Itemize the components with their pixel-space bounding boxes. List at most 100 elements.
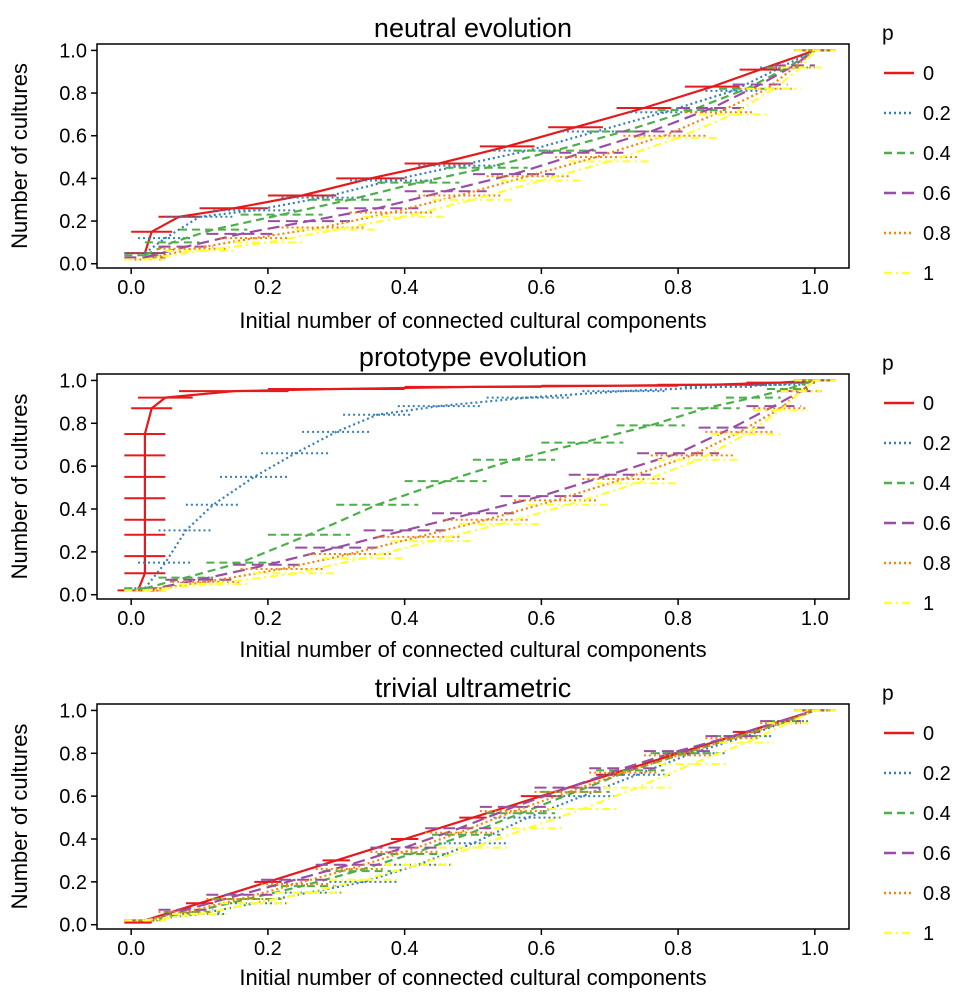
series-line — [144, 379, 816, 592]
legend-title: p — [882, 22, 894, 45]
legend-label: 0.4 — [923, 473, 951, 495]
series-line — [144, 49, 816, 261]
legend: p 0 0.2 0.4 0.6 0.8 1 — [882, 682, 951, 945]
y-axis-label: Number of cultures — [7, 63, 32, 249]
axes-frame — [96, 703, 850, 930]
legend-label: 0 — [923, 723, 934, 745]
legend-label: 0 — [923, 393, 934, 415]
series-p-0 — [124, 49, 836, 255]
legend-label: 0.6 — [923, 513, 951, 535]
series-line — [144, 379, 816, 590]
series-p-0 — [117, 379, 836, 592]
y-tick-label: 0.6 — [59, 456, 87, 478]
series-p-0_6 — [124, 379, 836, 592]
panel-title: neutral evolution — [374, 13, 572, 43]
y-tick-label: 0.6 — [59, 786, 87, 808]
series-p-1 — [124, 709, 836, 922]
x-tick-label: 0.0 — [117, 938, 145, 960]
legend-label: 0.8 — [923, 883, 951, 905]
series-line — [144, 379, 815, 589]
legend-label: 0.2 — [923, 763, 951, 785]
x-tick-label: 0.2 — [254, 277, 282, 299]
panel-2: prototype evolution 0.0 0.2 0.4 0.6 0.8 1.0 0.0… — [7, 342, 951, 662]
series-line — [144, 379, 816, 592]
panel-title: prototype evolution — [359, 342, 587, 372]
panel-1: neutral evolution 0.0 0.2 0.4 0.6 0.8 1.0 0.0 0.… — [7, 13, 951, 333]
legend-label: 0.4 — [923, 803, 951, 825]
series-p-0_4 — [124, 379, 836, 590]
y-tick-label: 1.0 — [59, 700, 87, 722]
x-tick-label: 0.0 — [117, 277, 145, 299]
y-tick-label: 0.8 — [59, 413, 87, 435]
x-axis-label: Initial number of connected cultural com… — [239, 637, 706, 662]
legend-label: 0.2 — [923, 433, 951, 455]
x-tick-label: 0.6 — [527, 938, 555, 960]
y-tick-label: 0.8 — [59, 743, 87, 765]
y-tick-label: 0.2 — [59, 872, 87, 894]
x-tick-label: 1.0 — [801, 277, 829, 299]
legend-label: 0.2 — [923, 103, 951, 125]
x-tick-label: 1.0 — [801, 608, 829, 630]
legend: p 0 0.2 0.4 0.6 0.8 1 — [882, 352, 951, 615]
x-tick-label: 0.2 — [254, 938, 282, 960]
x-tick-label: 0.2 — [254, 608, 282, 630]
legend-label: 0.4 — [923, 143, 951, 165]
series-line — [144, 49, 816, 259]
axes-frame — [96, 373, 850, 600]
y-tick-label: 1.0 — [59, 40, 87, 62]
legend-label: 0.8 — [923, 223, 951, 245]
y-tick-label: 0.0 — [59, 585, 87, 607]
legend: p 0 0.2 0.4 0.6 0.8 1 — [882, 22, 951, 285]
axes-frame — [96, 43, 850, 269]
series-line — [143, 49, 816, 254]
y-tick-label: 0.0 — [59, 915, 87, 937]
x-tick-label: 1.0 — [801, 938, 829, 960]
legend-label: 0.6 — [923, 183, 951, 205]
x-tick-label: 0.4 — [391, 608, 419, 630]
y-axis-label: Number of cultures — [7, 394, 32, 580]
x-tick-label: 0.6 — [527, 277, 555, 299]
panel-title: trivial ultrametric — [375, 673, 572, 703]
x-tick-label: 0.8 — [664, 938, 692, 960]
series-line — [144, 709, 816, 922]
legend-title: p — [882, 352, 894, 375]
y-axis-label: Number of cultures — [7, 724, 32, 910]
y-tick-label: 0.8 — [59, 83, 87, 105]
series-p-1 — [124, 379, 836, 592]
x-axis-label: Initial number of connected cultural com… — [239, 965, 706, 988]
series-line — [144, 709, 816, 922]
series-line — [144, 379, 816, 592]
series-p-0_8 — [124, 379, 836, 592]
x-tick-label: 0.8 — [664, 277, 692, 299]
x-tick-label: 0.6 — [527, 608, 555, 630]
x-tick-label: 0.8 — [664, 608, 692, 630]
legend-label: 0 — [923, 63, 934, 85]
legend-label: 0.8 — [923, 553, 951, 575]
y-tick-label: 0.4 — [59, 168, 87, 190]
panel-3: trivial ultrametric 0.0 0.2 0.4 0.6 0.8 1.0 0.0… — [7, 673, 951, 990]
y-tick-label: 1.0 — [59, 370, 87, 392]
x-tick-label: 0.4 — [391, 277, 419, 299]
y-tick-label: 0.2 — [59, 542, 87, 564]
legend-label: 1 — [923, 923, 934, 945]
series-line — [144, 49, 816, 261]
legend-label: 1 — [923, 263, 934, 285]
legend-label: 1 — [923, 593, 934, 615]
series-p-0_6 — [124, 709, 836, 922]
x-tick-label: 0.0 — [117, 608, 145, 630]
plot-area — [117, 379, 836, 592]
series-line — [144, 49, 816, 254]
series-p-1 — [124, 49, 836, 261]
y-tick-label: 0.4 — [59, 499, 87, 521]
x-axis-label: Initial number of connected cultural com… — [239, 308, 706, 333]
y-tick-label: 0.0 — [59, 254, 87, 276]
y-tick-label: 0.2 — [59, 211, 87, 233]
plot-area — [124, 49, 836, 261]
series-line — [137, 709, 816, 924]
series-line — [144, 709, 816, 922]
y-tick-label: 0.6 — [59, 126, 87, 148]
series-line — [136, 379, 815, 591]
legend-label: 0.6 — [923, 843, 951, 865]
x-tick-label: 0.4 — [391, 938, 419, 960]
